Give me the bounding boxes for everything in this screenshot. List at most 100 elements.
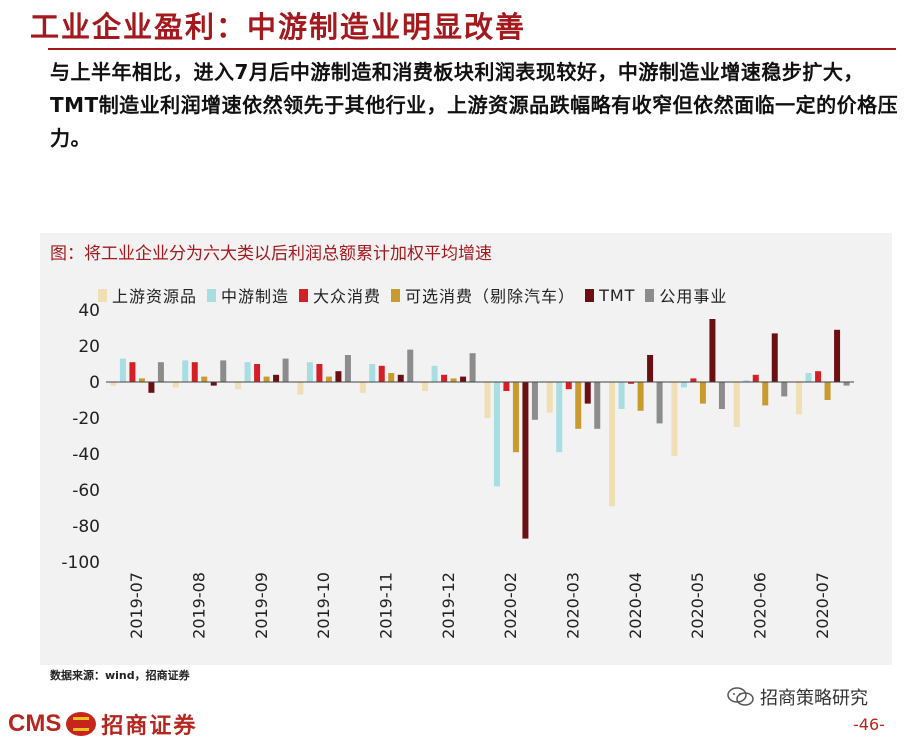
x-tick-label-2020-05: 2020-05 bbox=[688, 572, 707, 639]
y-tick-label-0: 40 bbox=[78, 301, 100, 321]
bar-s2-2020-03 bbox=[565, 382, 572, 390]
page-number: -46- bbox=[853, 715, 885, 734]
legend-label-optional-consumption: 可选消费（剔除汽车） bbox=[405, 287, 576, 306]
bar-s2-2020-07 bbox=[815, 371, 822, 382]
x-tick-label-2019-08: 2019-08 bbox=[190, 572, 209, 639]
bar-s1-2019-11 bbox=[369, 364, 376, 382]
bar-s5-2019-09 bbox=[282, 358, 289, 382]
bar-s4-2019-07 bbox=[148, 382, 155, 393]
bar-s3-2020-02 bbox=[512, 382, 519, 453]
bar-s0-2019-11 bbox=[359, 382, 366, 393]
page-title: 工业企业盈利：中游制造业明显改善 bbox=[30, 10, 527, 44]
bar-s1-2019-10 bbox=[306, 362, 313, 382]
bar-s4-2019-12 bbox=[460, 376, 467, 382]
legend-item-optional-consumption: 可选消费（剔除汽车） bbox=[391, 283, 575, 307]
wechat-account-name: 招商策略研究 bbox=[760, 688, 868, 709]
bar-s5-2020-07 bbox=[843, 382, 850, 386]
legend-swatch-tmt bbox=[585, 288, 595, 302]
bar-s0-2020-06 bbox=[733, 382, 740, 427]
x-tick-label-2020-06: 2020-06 bbox=[751, 572, 770, 639]
bar-s5-2019-08 bbox=[220, 360, 227, 382]
bar-s0-2019-09 bbox=[235, 382, 242, 390]
y-tick-label-6: -80 bbox=[72, 517, 100, 537]
bar-s4-2020-06 bbox=[771, 333, 778, 382]
bar-s3-2020-07 bbox=[824, 382, 831, 400]
legend-swatch-optional-consumption bbox=[391, 288, 401, 302]
bar-s4-2019-11 bbox=[397, 374, 404, 382]
y-tick-label-2: 0 bbox=[89, 373, 100, 393]
legend-label-utilities: 公用事业 bbox=[659, 287, 728, 306]
legend-swatch-mass-consumption bbox=[299, 288, 309, 302]
figure-title: 图：将工业企业分为六大类以后利润总额累计加权平均增速 bbox=[50, 244, 492, 264]
y-tick-label-1: 20 bbox=[78, 337, 100, 357]
bar-s3-2020-06 bbox=[762, 382, 769, 406]
legend-item-utilities: 公用事业 bbox=[645, 283, 727, 307]
x-tick-label-2019-12: 2019-12 bbox=[439, 572, 458, 639]
bar-s0-2020-02 bbox=[484, 382, 491, 418]
source-note: 数据来源：wind，招商证券 bbox=[50, 669, 190, 682]
intro-paragraph: 与上半年相比，进入7月后中游制造和消费板块利润表现较好，中游制造业增速稳步扩大，… bbox=[50, 60, 899, 150]
bar-s1-2020-02 bbox=[493, 382, 500, 487]
bar-s3-2019-07 bbox=[138, 378, 145, 382]
x-tick-label-2019-07: 2019-07 bbox=[127, 572, 146, 639]
bar-s2-2019-11 bbox=[378, 365, 385, 382]
bar-s0-2019-10 bbox=[297, 382, 304, 395]
bar-s2-2019-08 bbox=[191, 362, 198, 382]
bar-s2-2019-10 bbox=[316, 364, 323, 382]
legend-label-mass-consumption: 大众消费 bbox=[313, 287, 382, 306]
bar-s1-2020-04 bbox=[618, 382, 625, 409]
bar-s3-2019-10 bbox=[325, 376, 332, 382]
logo-text: CMS bbox=[8, 710, 62, 737]
bar-s3-2019-12 bbox=[450, 378, 457, 382]
cms-logo: CMS 招商证券 bbox=[8, 708, 197, 740]
bar-s1-2019-09 bbox=[244, 362, 251, 382]
bar-s5-2019-07 bbox=[157, 362, 164, 382]
bar-s2-2020-02 bbox=[503, 382, 510, 391]
bar-s2-2020-05 bbox=[690, 378, 697, 382]
legend-label-tmt: TMT bbox=[599, 285, 636, 305]
bar-s2-2019-07 bbox=[129, 362, 136, 382]
bar-s0-2019-07 bbox=[110, 382, 117, 386]
x-tick-label-2020-04: 2020-04 bbox=[626, 572, 645, 639]
legend-swatch-upstream bbox=[98, 288, 107, 302]
bar-s3-2019-08 bbox=[201, 376, 208, 382]
bar-s5-2019-10 bbox=[344, 355, 351, 382]
bar-s1-2019-12 bbox=[431, 365, 438, 382]
bar-s0-2020-03 bbox=[546, 382, 553, 413]
y-tick-label-5: -60 bbox=[72, 481, 100, 501]
bar-s5-2019-12 bbox=[469, 353, 476, 382]
bar-s0-2020-07 bbox=[796, 382, 803, 415]
bar-s0-2020-05 bbox=[671, 382, 678, 456]
bar-s5-2020-06 bbox=[781, 382, 788, 397]
bar-s5-2020-02 bbox=[531, 382, 538, 420]
bar-s3-2020-04 bbox=[637, 382, 644, 411]
bar-s1-2019-07 bbox=[119, 358, 126, 382]
legend-item-midstream: 中游制造 bbox=[207, 283, 289, 307]
x-tick-label-2020-02: 2020-02 bbox=[501, 572, 520, 639]
legend-item-tmt: TMT bbox=[585, 286, 635, 305]
chart-figure: 图：将工业企业分为六大类以后利润总额累计加权平均增速 上游资源品 中游制造 大众… bbox=[40, 233, 892, 665]
bar-s2-2019-09 bbox=[254, 364, 261, 382]
bar-s5-2020-05 bbox=[718, 382, 725, 409]
bar-s1-2019-08 bbox=[182, 360, 189, 382]
bar-s2-2020-04 bbox=[628, 382, 635, 384]
x-tick-label-2020-07: 2020-07 bbox=[813, 572, 832, 639]
bar-s3-2019-11 bbox=[388, 373, 395, 382]
x-tick-label-2019-09: 2019-09 bbox=[252, 572, 271, 639]
x-tick-label-2020-03: 2020-03 bbox=[564, 572, 583, 639]
bar-s4-2019-10 bbox=[335, 371, 342, 382]
title-divider bbox=[48, 48, 896, 50]
legend-label-midstream: 中游制造 bbox=[221, 287, 290, 306]
y-tick-label-4: -40 bbox=[72, 445, 100, 465]
bar-s5-2020-04 bbox=[656, 382, 663, 424]
y-tick-label-7: -100 bbox=[61, 553, 100, 573]
bar-s1-2020-05 bbox=[680, 382, 687, 388]
bar-s1-2020-03 bbox=[556, 382, 563, 453]
bar-s0-2020-04 bbox=[609, 382, 616, 507]
bar-s0-2019-08 bbox=[172, 382, 179, 388]
chart-legend: 上游资源品 中游制造 大众消费 可选消费（剔除汽车） TMT 公用事业 bbox=[98, 283, 737, 307]
logo-emblem-icon bbox=[66, 712, 97, 736]
wechat-watermark: 招商策略研究 bbox=[726, 684, 868, 710]
bar-s4-2019-09 bbox=[273, 374, 280, 382]
wechat-icon bbox=[727, 687, 754, 706]
